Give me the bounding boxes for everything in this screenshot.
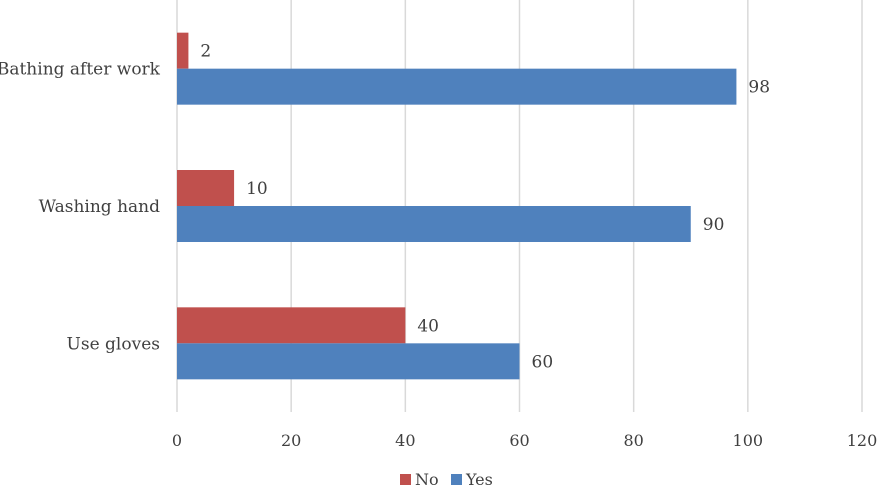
x-tick-label-40: 40 bbox=[395, 431, 415, 450]
x-tick-label-0: 0 bbox=[172, 431, 182, 450]
category-labels: Use gloves Washing hand Bathing after work bbox=[0, 60, 161, 355]
category-label-washing-hand: Washing hand bbox=[39, 197, 161, 217]
x-tick-label-100: 100 bbox=[733, 431, 764, 450]
x-axis-tick-labels: 0 20 40 60 80 100 120 bbox=[172, 431, 877, 450]
data-label-yes-bathing-after-work: 98 bbox=[748, 78, 770, 98]
data-label-yes-use-gloves: 60 bbox=[532, 352, 554, 372]
x-tick-label-20: 20 bbox=[281, 431, 301, 450]
bar-no-bathing-after-work bbox=[177, 32, 189, 69]
legend-label-no: No bbox=[415, 470, 439, 489]
bars bbox=[177, 32, 737, 380]
category-label-use-gloves: Use gloves bbox=[67, 334, 160, 354]
data-label-no-use-gloves: 40 bbox=[417, 316, 439, 336]
legend-swatch-yes bbox=[451, 474, 462, 485]
bar-no-use-gloves bbox=[177, 307, 406, 344]
legend-label-yes: Yes bbox=[465, 470, 493, 489]
x-tick-label-60: 60 bbox=[509, 431, 529, 450]
bar-no-washing-hand bbox=[177, 170, 235, 206]
data-label-yes-washing-hand: 90 bbox=[703, 215, 725, 235]
data-label-no-washing-hand: 10 bbox=[246, 179, 268, 199]
x-tick-label-120: 120 bbox=[847, 431, 878, 450]
x-tick-label-80: 80 bbox=[623, 431, 643, 450]
data-labels: 40 60 10 90 2 98 bbox=[200, 42, 770, 373]
legend-swatch-no bbox=[400, 474, 411, 485]
bar-yes-use-gloves bbox=[177, 343, 520, 380]
bar-yes-bathing-after-work bbox=[177, 68, 737, 105]
bar-yes-washing-hand bbox=[177, 206, 691, 242]
legend: No Yes bbox=[400, 470, 493, 489]
data-label-no-bathing-after-work: 2 bbox=[200, 42, 211, 62]
category-label-bathing-after-work: Bathing after work bbox=[0, 60, 161, 80]
